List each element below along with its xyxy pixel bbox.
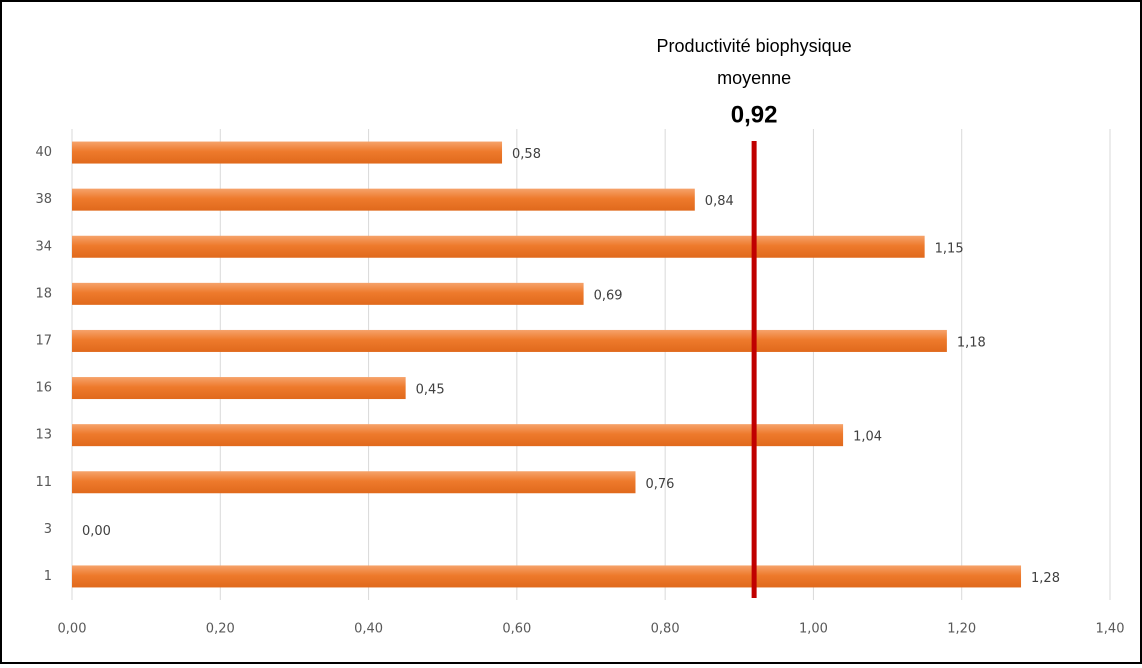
data-label: 0,76 [645, 477, 674, 492]
bar [72, 471, 636, 494]
y-tick-label: 1 [44, 569, 52, 584]
reference-label: 0,92 [731, 101, 778, 128]
y-tick-label: 11 [35, 475, 52, 490]
data-label: 0,58 [512, 147, 541, 162]
x-tick-label: 0,40 [354, 622, 383, 637]
y-tick-label: 40 [35, 145, 52, 160]
x-tick-label: 0,00 [58, 622, 87, 637]
bar [72, 565, 1022, 588]
data-label: 1,15 [935, 241, 964, 256]
x-tick-label: 0,20 [206, 622, 235, 637]
reference-title: Productivité biophysique [657, 36, 852, 56]
x-tick-label: 0,80 [651, 622, 680, 637]
y-tick-label: 16 [35, 381, 52, 396]
y-tick-label: 3 [44, 522, 52, 537]
bar [72, 377, 406, 400]
y-tick-label: 38 [35, 192, 52, 207]
bar [72, 141, 503, 164]
bar [72, 235, 925, 258]
data-label: 1,18 [957, 335, 986, 350]
y-tick-label: 34 [35, 239, 52, 254]
x-tick-label: 1,20 [947, 622, 976, 637]
data-label: 1,28 [1031, 571, 1060, 586]
y-tick-label: 18 [35, 286, 52, 301]
reference-title: moyenne [717, 68, 791, 88]
bar [72, 188, 695, 211]
y-tick-label: 13 [35, 428, 52, 443]
bar [72, 424, 844, 447]
y-tick-label: 17 [35, 333, 52, 348]
data-label: 1,04 [853, 430, 882, 445]
x-tick-label: 1,00 [799, 622, 828, 637]
data-label: 0,45 [416, 383, 445, 398]
bar [72, 329, 947, 352]
data-label: 0,69 [594, 288, 623, 303]
data-label: 0,00 [82, 524, 111, 539]
bar [72, 282, 584, 305]
data-label: 0,84 [705, 194, 734, 209]
x-tick-label: 1,40 [1096, 622, 1125, 637]
x-tick-label: 0,60 [502, 622, 531, 637]
